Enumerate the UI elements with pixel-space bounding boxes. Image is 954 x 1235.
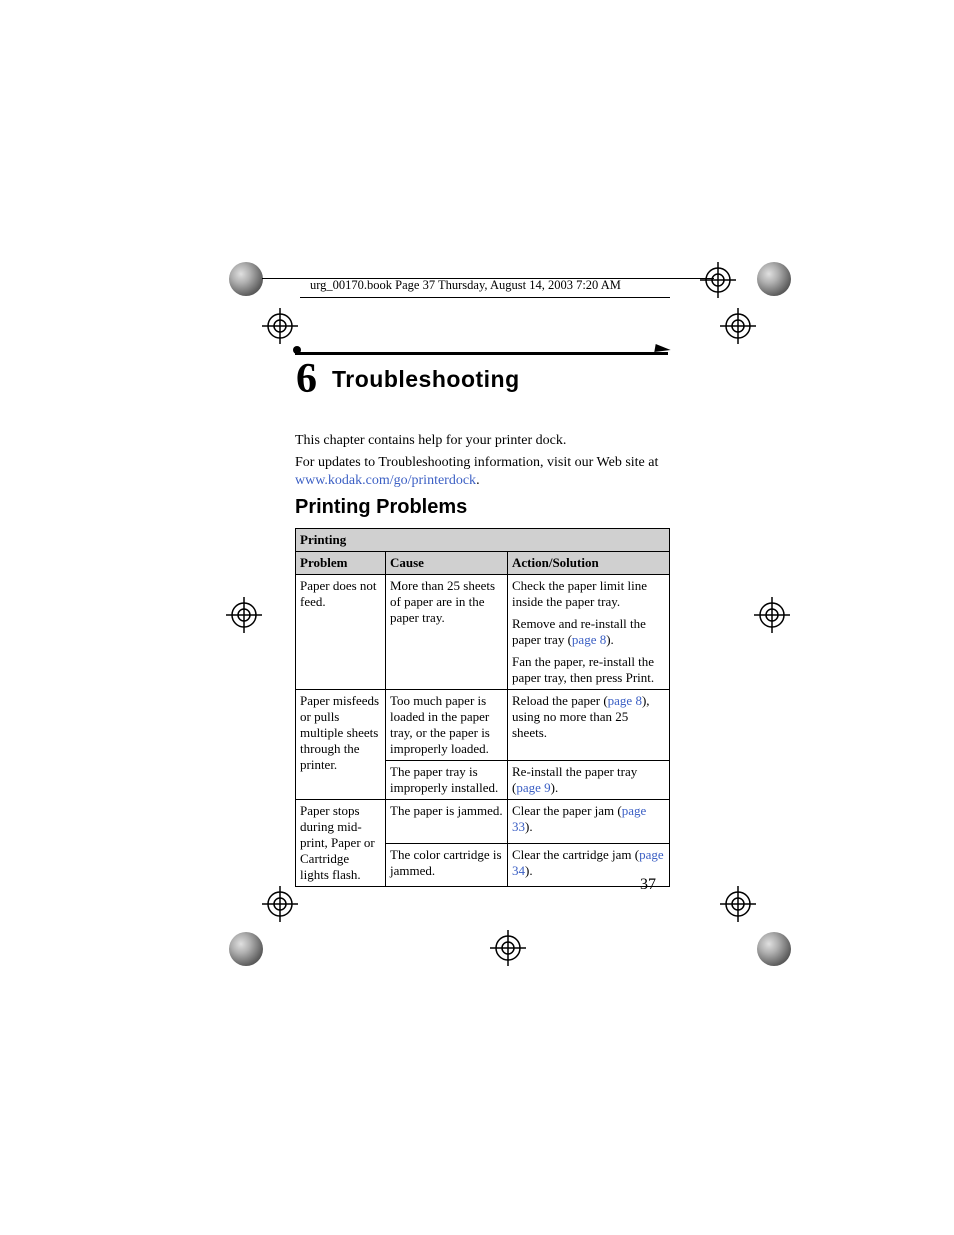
table-cell-cause: The color cartridge is jammed. — [386, 843, 508, 887]
registration-ball-bl — [229, 932, 263, 966]
table-cell-action: Clear the paper jam (page 33). — [508, 800, 670, 844]
action-text-part: ). — [606, 632, 614, 647]
registration-mark — [262, 308, 298, 344]
web-link[interactable]: www.kodak.com/go/printerdock — [295, 473, 476, 488]
page-link[interactable]: page 8 — [608, 693, 642, 708]
table-cell-problem: Paper does not feed. — [296, 575, 386, 690]
intro-period: . — [476, 473, 480, 488]
action-text: Remove and re-install the paper tray (pa… — [512, 616, 665, 648]
table-cell-cause: The paper is jammed. — [386, 800, 508, 844]
registration-ball-tl — [229, 262, 263, 296]
chapter-title: Troubleshooting — [332, 366, 520, 393]
table-cell-cause: The paper tray is improperly installed. — [386, 761, 508, 800]
registration-mark — [226, 597, 262, 633]
registration-mark — [490, 930, 526, 966]
table-cell-action: Re-install the paper tray (page 9). — [508, 761, 670, 800]
action-text-part: ). — [551, 780, 559, 795]
action-text: Check the paper limit line inside the pa… — [512, 578, 665, 610]
table-cell-action: Check the paper limit line inside the pa… — [508, 575, 670, 690]
action-text-part: ). — [525, 863, 533, 878]
registration-ball-tr — [757, 262, 791, 296]
table-cell-cause: More than 25 sheets of paper are in the … — [386, 575, 508, 690]
chapter-number: 6 — [296, 355, 317, 403]
table-cell-problem: Paper stops during mid-print, Paper or C… — [296, 800, 386, 887]
registration-mark — [700, 262, 736, 298]
chapter-rule-arrow — [654, 344, 671, 352]
table-cell-problem: Paper misfeeds or pulls multiple sheets … — [296, 690, 386, 800]
chapter-rule — [295, 352, 668, 355]
registration-ball-br — [757, 932, 791, 966]
action-text-part: ). — [525, 819, 533, 834]
table-header-action: Action/Solution — [508, 552, 670, 575]
intro-text: For updates to Troubleshooting informati… — [295, 455, 658, 470]
intro-paragraph-1: This chapter contains help for your prin… — [295, 432, 670, 450]
action-text: Fan the paper, re-install the paper tray… — [512, 654, 665, 686]
header-rule — [300, 297, 670, 298]
page-link[interactable]: page 8 — [572, 632, 606, 647]
registration-mark — [720, 308, 756, 344]
action-text-part: Clear the paper jam ( — [512, 803, 622, 818]
table-cell-action: Reload the paper (page 8), using no more… — [508, 690, 670, 761]
document-header-meta: urg_00170.book Page 37 Thursday, August … — [310, 278, 621, 293]
table-header-problem: Problem — [296, 552, 386, 575]
action-text-part: Reload the paper ( — [512, 693, 608, 708]
table-cell-cause: Too much paper is loaded in the paper tr… — [386, 690, 508, 761]
registration-mark — [262, 886, 298, 922]
registration-mark — [754, 597, 790, 633]
section-title: Printing Problems — [295, 496, 467, 519]
page-link[interactable]: page 9 — [516, 780, 550, 795]
table-header-cause: Cause — [386, 552, 508, 575]
table-group-header: Printing — [296, 529, 670, 552]
registration-mark — [720, 886, 756, 922]
page-number: 37 — [640, 876, 656, 894]
action-text-part: Clear the cartridge jam ( — [512, 847, 639, 862]
intro-paragraph-2: For updates to Troubleshooting informati… — [295, 454, 670, 490]
troubleshooting-table: Printing Problem Cause Action/Solution P… — [295, 528, 670, 887]
